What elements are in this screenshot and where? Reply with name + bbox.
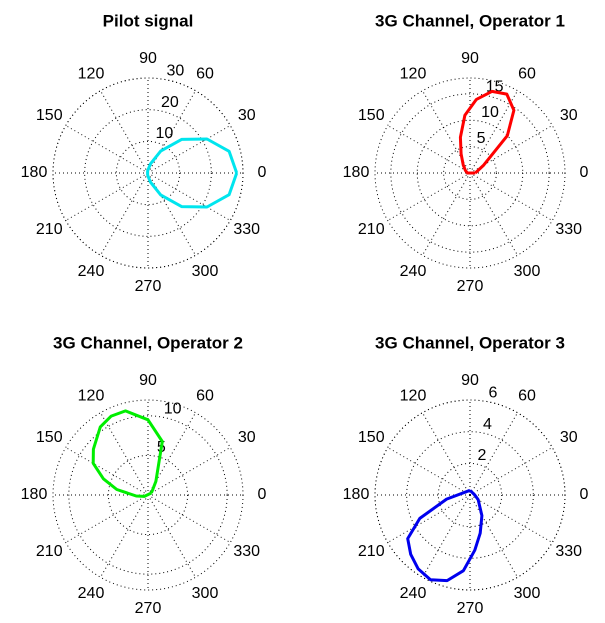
angle-label: 120	[400, 65, 427, 82]
angle-label: 30	[238, 107, 256, 124]
angle-label: 150	[36, 429, 63, 446]
angle-label: 60	[196, 387, 214, 404]
r-grid-circle	[406, 431, 534, 559]
angle-label: 90	[461, 372, 479, 389]
r-grid-circle	[390, 93, 550, 253]
angle-label: 180	[21, 164, 48, 181]
r-tick-label: 4	[483, 416, 492, 433]
angle-label: 330	[233, 543, 260, 560]
spoke	[422, 172, 471, 256]
angle-label: 300	[192, 585, 219, 602]
angle-label: 60	[196, 65, 214, 82]
angle-label: 0	[258, 486, 267, 503]
angle-label: 90	[139, 50, 157, 67]
spoke	[65, 447, 149, 496]
angle-label: 270	[457, 278, 484, 295]
polar-line	[91, 409, 164, 498]
angle-label: 300	[192, 263, 219, 280]
angle-label: 300	[514, 263, 541, 280]
chart-title: Pilot signal	[103, 11, 194, 30]
angle-label: 180	[343, 486, 370, 503]
angle-label: 210	[36, 221, 63, 238]
r-grid-circle	[374, 399, 566, 591]
chart-title: 3G Channel, Operator 1	[375, 11, 565, 30]
angle-label: 120	[78, 65, 105, 82]
spoke	[65, 494, 149, 543]
spoke	[387, 447, 471, 496]
chart-title: 3G Channel, Operator 3	[375, 333, 565, 352]
angle-label: 0	[580, 164, 589, 181]
angle-label: 330	[233, 221, 260, 238]
angle-label: 0	[258, 164, 267, 181]
r-grid-circle	[437, 462, 503, 528]
r-grid-circle	[107, 454, 189, 536]
r-grid-circle	[443, 146, 497, 200]
angle-label: 210	[358, 221, 385, 238]
angle-label: 240	[400, 263, 427, 280]
spoke	[387, 125, 471, 174]
polar-line	[458, 89, 516, 175]
spoke	[147, 494, 231, 543]
spoke	[422, 494, 471, 578]
spoke	[469, 494, 518, 578]
r-tick-label: 10	[481, 104, 499, 121]
angle-label: 120	[400, 387, 427, 404]
angle-label: 150	[358, 107, 385, 124]
r-grid-circle	[84, 109, 212, 237]
spoke	[65, 125, 149, 174]
polar-line	[146, 137, 239, 209]
angle-label: 270	[457, 600, 484, 617]
outer-circle	[374, 77, 566, 269]
r-grid-circle	[416, 119, 524, 227]
angle-label: 150	[358, 429, 385, 446]
r-grid-circle	[68, 415, 228, 575]
angle-label: 150	[36, 107, 63, 124]
spoke	[147, 172, 196, 256]
angle-label: 0	[580, 486, 589, 503]
polar-line	[406, 488, 484, 583]
spoke	[65, 172, 149, 221]
angle-label: 240	[78, 263, 105, 280]
r-grid-circle	[115, 140, 181, 206]
angle-label: 210	[358, 543, 385, 560]
r-tick-label: 10	[155, 125, 173, 142]
outer-circle	[52, 399, 244, 591]
angle-label: 270	[135, 278, 162, 295]
spoke	[147, 494, 196, 578]
r-tick-label: 20	[161, 94, 179, 111]
chart-title: 3G Channel, Operator 2	[53, 333, 243, 352]
angle-label: 330	[555, 543, 582, 560]
angle-label: 210	[36, 543, 63, 560]
spoke	[387, 494, 471, 543]
angle-label: 120	[78, 387, 105, 404]
angle-label: 270	[135, 600, 162, 617]
angle-label: 90	[139, 372, 157, 389]
r-tick-label: 10	[164, 400, 182, 417]
angle-label: 60	[518, 387, 536, 404]
angle-label: 60	[518, 65, 536, 82]
spoke	[100, 494, 149, 578]
angle-label: 240	[78, 585, 105, 602]
spoke	[100, 90, 149, 174]
r-tick-label: 30	[166, 63, 184, 80]
angle-label: 330	[555, 221, 582, 238]
spoke	[387, 172, 471, 221]
spoke	[422, 412, 471, 496]
angle-label: 300	[514, 585, 541, 602]
r-grid-circle	[52, 77, 244, 269]
angle-label: 30	[560, 429, 578, 446]
angle-label: 30	[560, 107, 578, 124]
angle-label: 30	[238, 429, 256, 446]
r-tick-label: 6	[488, 385, 497, 402]
r-tick-label: 2	[477, 447, 486, 464]
spoke	[147, 172, 231, 221]
spoke	[100, 172, 149, 256]
angle-label: 90	[461, 50, 479, 67]
angle-label: 240	[400, 585, 427, 602]
r-tick-label: 5	[477, 130, 486, 147]
angle-label: 180	[343, 164, 370, 181]
angle-label: 180	[21, 486, 48, 503]
